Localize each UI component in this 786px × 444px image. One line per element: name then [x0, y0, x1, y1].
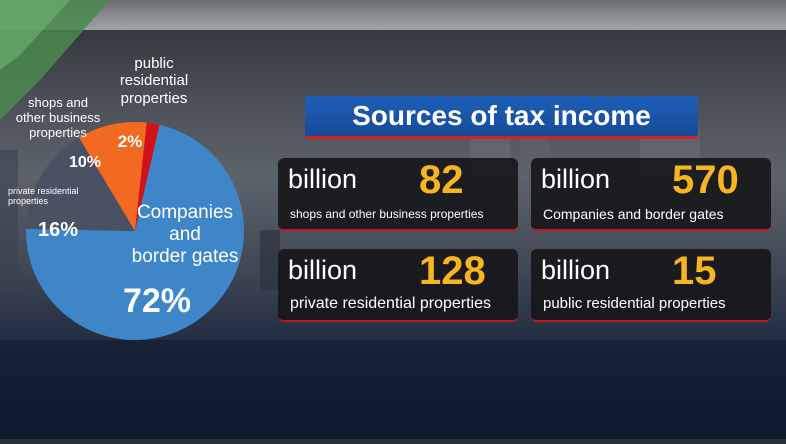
pct-public: 2%: [117, 132, 143, 151]
slice-shops: [78, 122, 147, 231]
top-band: [0, 0, 786, 30]
label-shops: shops and other business properties: [4, 95, 112, 141]
panel-private: billion 128 private residential properti…: [278, 249, 518, 322]
chart-title: Sources of tax income: [305, 96, 698, 139]
pct-companies: 72%: [122, 282, 192, 320]
label-public-line3: properties: [120, 89, 188, 107]
pct-private: 16%: [38, 219, 79, 241]
label-public-line1: public: [134, 55, 174, 72]
panel-public: billion 15 public residential properties: [531, 249, 771, 322]
label-private: private residential properties: [8, 186, 79, 207]
pie-chart: Companies and border gates 72% private r…: [0, 0, 300, 439]
panel-shops: billion 82 shops and other business prop…: [278, 158, 518, 231]
label-companies: Companies and border gates: [128, 202, 242, 268]
panel-unit: billion: [541, 255, 611, 285]
slice-companies: [26, 124, 245, 340]
label-public: public residential properties: [104, 55, 204, 107]
panel-label: public residential properties: [543, 295, 726, 312]
label-companies-line2: and: [169, 223, 201, 245]
panel-unit: billion: [541, 164, 611, 194]
label-companies-line3: border gates: [131, 245, 239, 267]
label-companies-line1: Companies: [136, 202, 234, 223]
label-shops-line1: shops and: [28, 95, 88, 110]
panel-value: 82: [419, 158, 464, 202]
panel-label: Companies and border gates: [543, 206, 724, 222]
pie-svg: [26, 122, 245, 340]
panel-companies: billion 570 Companies and border gates: [531, 158, 771, 231]
panel-value: 15: [672, 249, 717, 293]
label-shops-line3: properties: [29, 124, 87, 140]
slice-public: [135, 122, 160, 231]
label-public-line2: residential: [119, 72, 189, 90]
panel-label: private residential properties: [290, 295, 491, 312]
panel-value: 128: [419, 249, 486, 293]
panel-unit: billion: [288, 255, 358, 285]
panel-value: 570: [672, 158, 739, 202]
pct-shops: 10%: [68, 154, 102, 171]
panel-unit: billion: [288, 164, 358, 194]
slice-private: [26, 137, 136, 231]
panel-label: shops and other business properties: [290, 207, 484, 221]
label-shops-line2: other business: [15, 109, 101, 125]
